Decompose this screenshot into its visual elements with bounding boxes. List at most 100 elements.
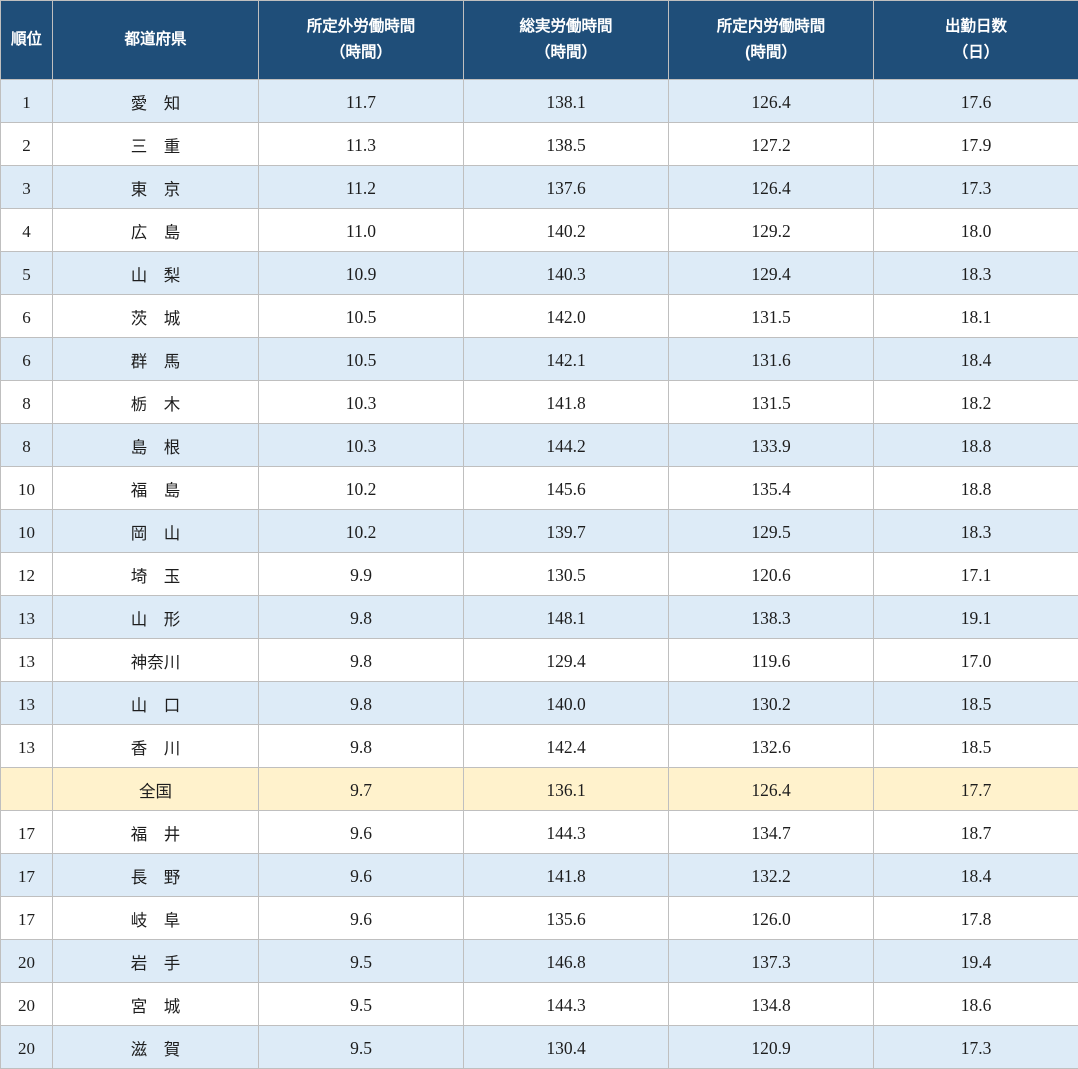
prefecture-cell: 神奈川: [53, 639, 259, 682]
prefecture-cell: 埼 玉: [53, 553, 259, 596]
rank-cell: 8: [1, 424, 53, 467]
scheduled-hours-cell: 126.4: [669, 768, 874, 811]
total-hours-cell: 137.6: [464, 166, 669, 209]
days-worked-cell: 18.6: [874, 983, 1078, 1026]
total-hours-cell: 136.1: [464, 768, 669, 811]
rank-cell: 10: [1, 510, 53, 553]
overtime-hours-cell: 9.5: [259, 1026, 464, 1069]
scheduled-hours-cell: 130.2: [669, 682, 874, 725]
scheduled-hours-cell: 133.9: [669, 424, 874, 467]
scheduled-hours-cell: 134.7: [669, 811, 874, 854]
scheduled-hours-cell: 134.8: [669, 983, 874, 1026]
days-worked-cell: 18.7: [874, 811, 1078, 854]
total-hours-cell: 139.7: [464, 510, 669, 553]
table-header: 順位 都道府県 所定外労働時間（時間） 総実労働時間（時間） 所定内労働時間(時…: [1, 1, 1078, 80]
rank-cell: 20: [1, 940, 53, 983]
rank-cell: 2: [1, 123, 53, 166]
rank-cell: 6: [1, 295, 53, 338]
days-worked-cell: 17.3: [874, 166, 1078, 209]
overtime-hours-cell: 9.8: [259, 682, 464, 725]
total-hours-cell: 141.8: [464, 381, 669, 424]
prefecture-cell: 島 根: [53, 424, 259, 467]
prefecture-cell: 広 島: [53, 209, 259, 252]
rank-cell: 13: [1, 682, 53, 725]
rank-cell: 17: [1, 854, 53, 897]
total-hours-cell: 130.5: [464, 553, 669, 596]
total-hours-cell: 140.2: [464, 209, 669, 252]
scheduled-hours-cell: 132.6: [669, 725, 874, 768]
col-header-scheduled-label: 所定内労働時間: [669, 14, 873, 40]
total-hours-cell: 140.3: [464, 252, 669, 295]
overtime-hours-cell: 11.0: [259, 209, 464, 252]
scheduled-hours-cell: 126.0: [669, 897, 874, 940]
scheduled-hours-cell: 131.5: [669, 381, 874, 424]
prefecture-cell: 茨 城: [53, 295, 259, 338]
rank-cell: 20: [1, 1026, 53, 1069]
col-header-prefecture: 都道府県: [53, 1, 259, 80]
rank-cell: 1: [1, 80, 53, 123]
days-worked-cell: 17.7: [874, 768, 1078, 811]
rank-cell: 10: [1, 467, 53, 510]
overtime-hours-cell: 9.9: [259, 553, 464, 596]
scheduled-hours-cell: 135.4: [669, 467, 874, 510]
header-row: 順位 都道府県 所定外労働時間（時間） 総実労働時間（時間） 所定内労働時間(時…: [1, 1, 1078, 80]
overtime-hours-cell: 10.2: [259, 467, 464, 510]
days-worked-cell: 18.3: [874, 252, 1078, 295]
prefecture-cell: 滋 賀: [53, 1026, 259, 1069]
total-hours-cell: 129.4: [464, 639, 669, 682]
days-worked-cell: 19.4: [874, 940, 1078, 983]
total-hours-cell: 144.3: [464, 983, 669, 1026]
scheduled-hours-cell: 126.4: [669, 166, 874, 209]
total-hours-cell: 144.2: [464, 424, 669, 467]
overtime-hours-cell: 9.5: [259, 983, 464, 1026]
col-header-scheduled-hours: 所定内労働時間(時間）: [669, 1, 874, 80]
overtime-hours-cell: 10.3: [259, 381, 464, 424]
scheduled-hours-cell: 129.5: [669, 510, 874, 553]
prefecture-cell: 長 野: [53, 854, 259, 897]
total-hours-cell: 145.6: [464, 467, 669, 510]
col-header-rank-label: 順位: [1, 27, 52, 53]
overtime-hours-cell: 9.5: [259, 940, 464, 983]
scheduled-hours-cell: 132.2: [669, 854, 874, 897]
scheduled-hours-cell: 127.2: [669, 123, 874, 166]
rank-cell: 3: [1, 166, 53, 209]
days-worked-cell: 17.6: [874, 80, 1078, 123]
days-worked-cell: 17.9: [874, 123, 1078, 166]
days-worked-cell: 17.1: [874, 553, 1078, 596]
total-hours-cell: 148.1: [464, 596, 669, 639]
total-hours-cell: 130.4: [464, 1026, 669, 1069]
rank-cell: 5: [1, 252, 53, 295]
prefecture-cell: 山 梨: [53, 252, 259, 295]
total-hours-cell: 146.8: [464, 940, 669, 983]
days-worked-cell: 19.1: [874, 596, 1078, 639]
total-hours-cell: 140.0: [464, 682, 669, 725]
days-worked-cell: 18.8: [874, 467, 1078, 510]
total-hours-cell: 138.1: [464, 80, 669, 123]
prefecture-cell: 三 重: [53, 123, 259, 166]
overtime-hours-cell: 9.8: [259, 725, 464, 768]
days-worked-cell: 18.3: [874, 510, 1078, 553]
days-worked-cell: 18.5: [874, 682, 1078, 725]
scheduled-hours-cell: 137.3: [669, 940, 874, 983]
scheduled-hours-cell: 119.6: [669, 639, 874, 682]
overtime-hours-cell: 9.8: [259, 596, 464, 639]
prefecture-cell: 宮 城: [53, 983, 259, 1026]
days-worked-cell: 18.5: [874, 725, 1078, 768]
